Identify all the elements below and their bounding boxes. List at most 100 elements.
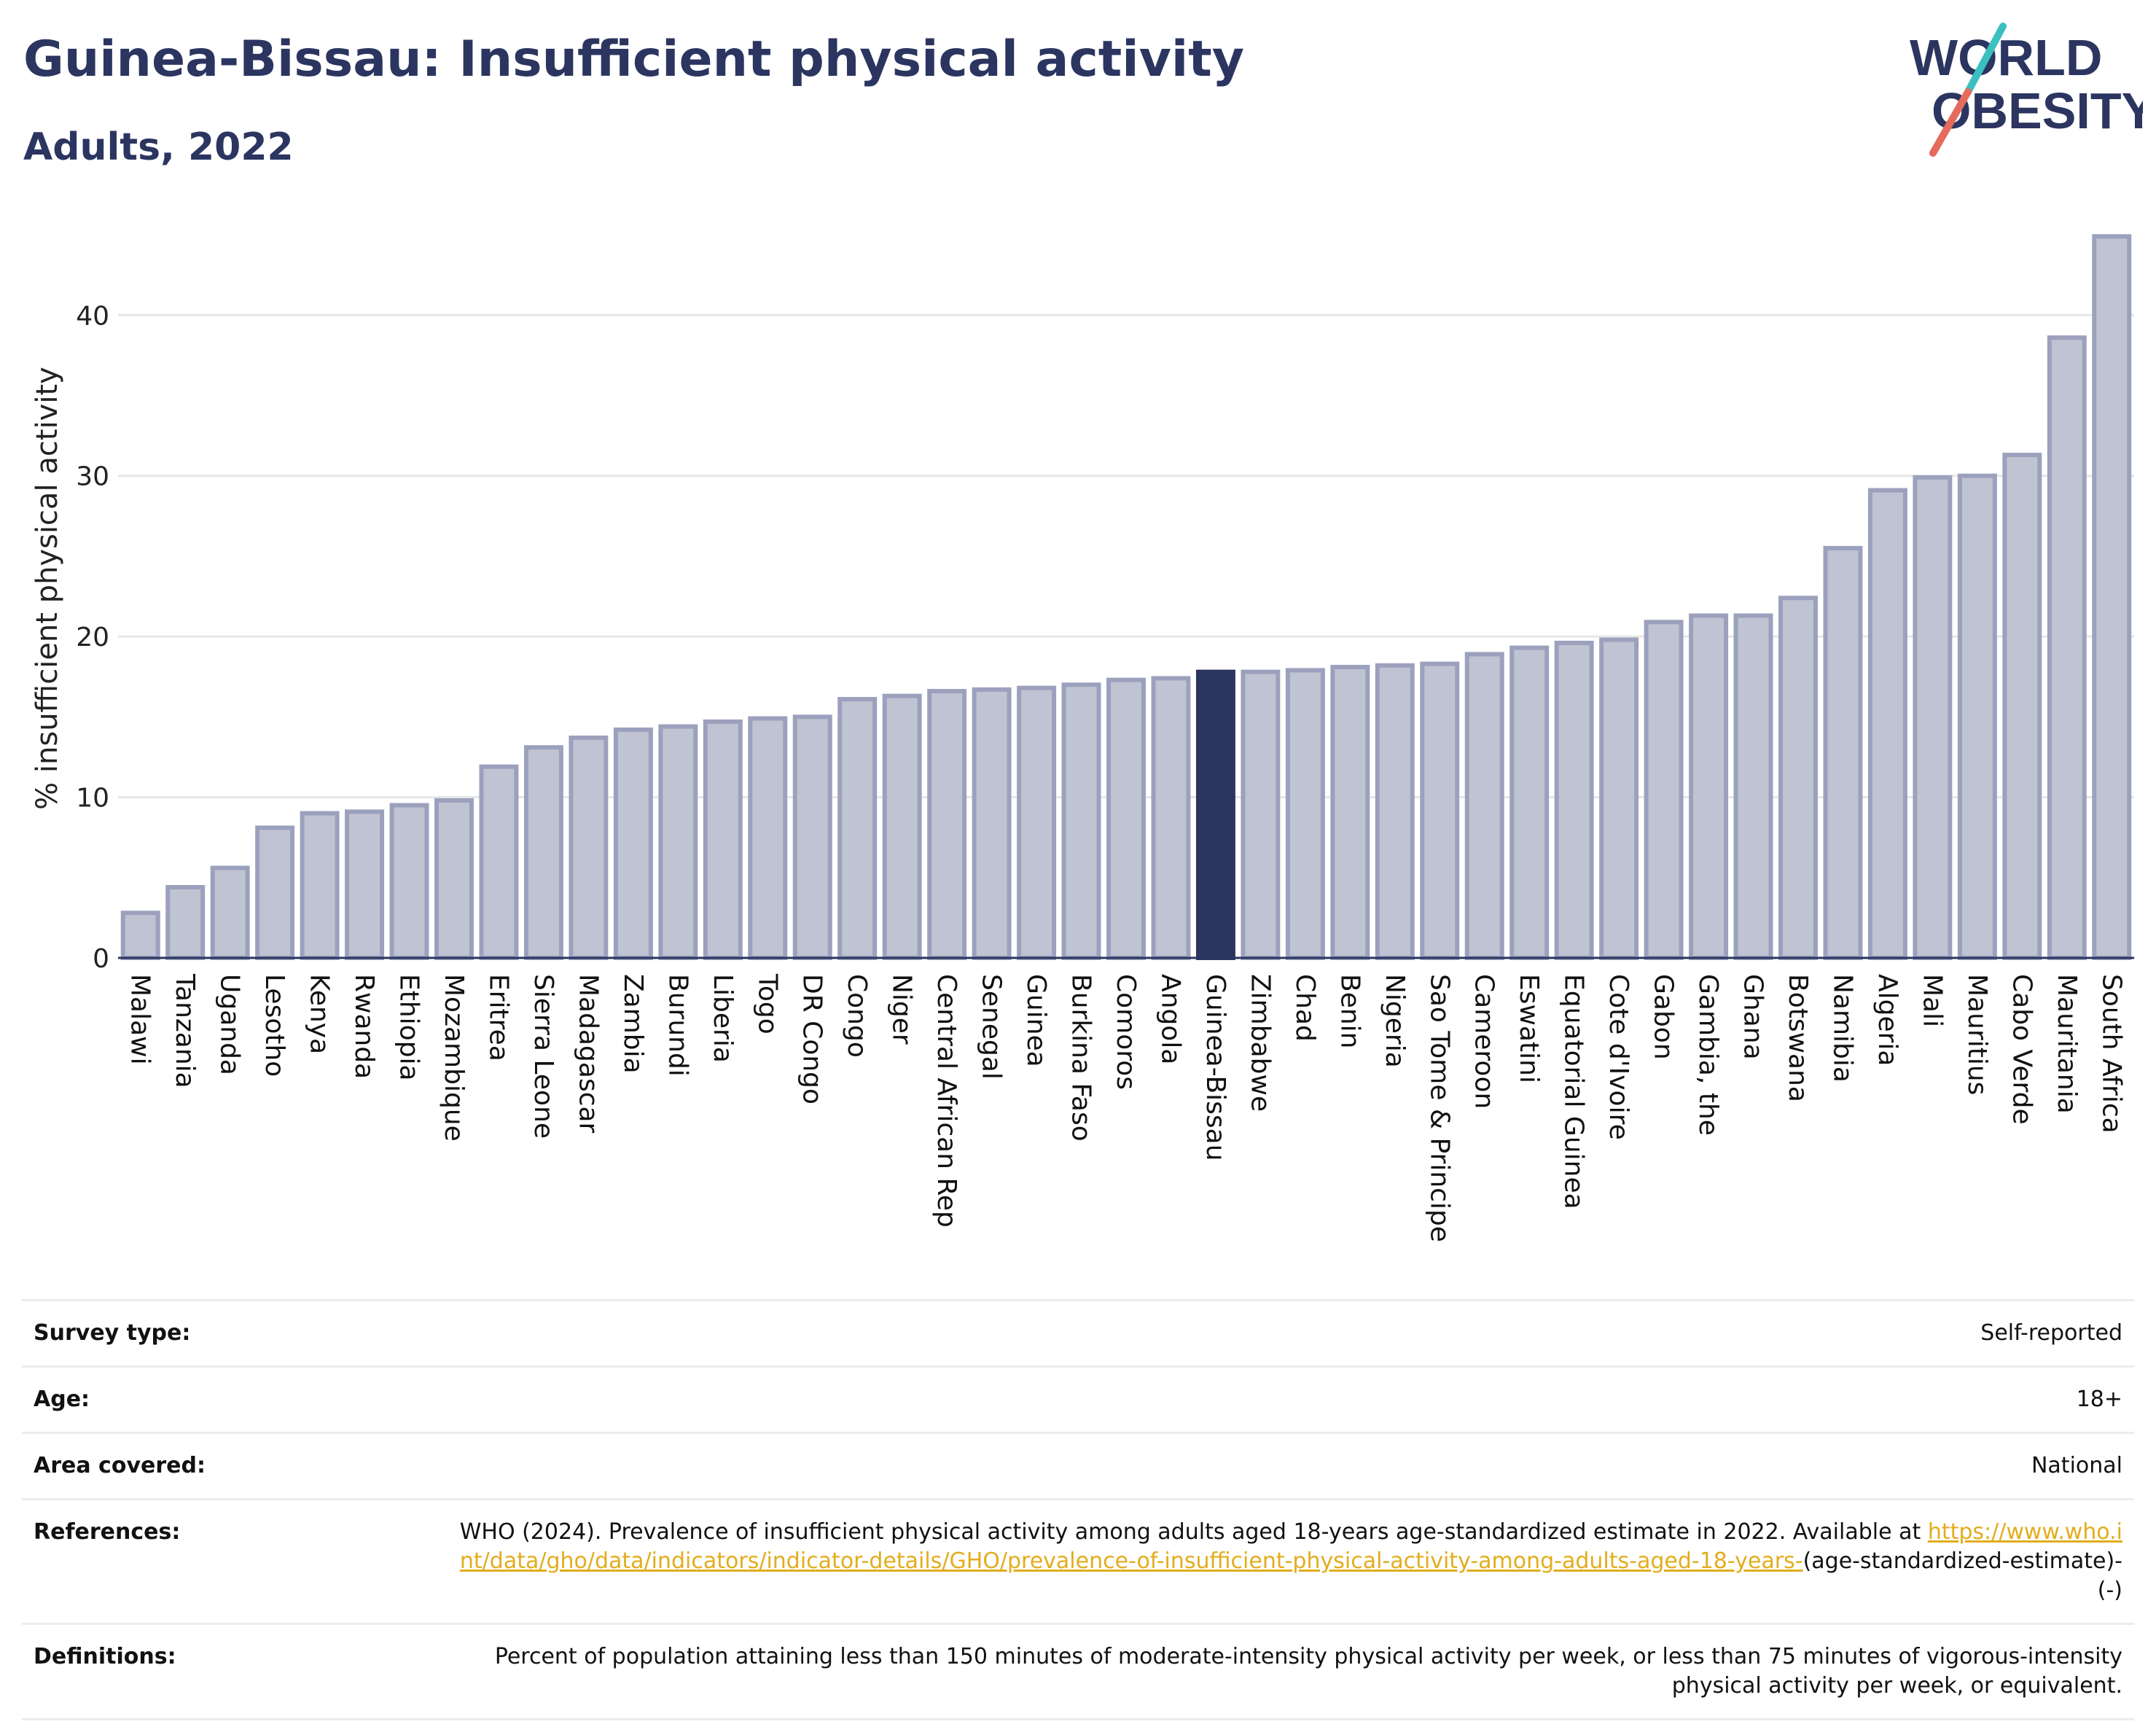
meta-row-age: Age: 18+ bbox=[22, 1365, 2134, 1432]
y-tick-label: 0 bbox=[93, 944, 109, 974]
x-tick-label: Mozambique bbox=[439, 974, 469, 1142]
bar bbox=[1330, 665, 1370, 961]
x-tick-label: Lesotho bbox=[259, 974, 289, 1077]
x-tick-label: Kenya bbox=[305, 974, 335, 1054]
x-tick-label: Eswatini bbox=[1514, 974, 1544, 1083]
bar bbox=[1913, 475, 1953, 960]
x-tick-label: Togo bbox=[752, 973, 782, 1034]
y-tick-label: 20 bbox=[76, 623, 109, 652]
x-tick-label: Rwanda bbox=[349, 974, 379, 1079]
x-tick-label: Chad bbox=[1290, 974, 1320, 1042]
definitions-value: Percent of population attaining less tha… bbox=[494, 1644, 2122, 1699]
x-tick-label: Sao Tome & Principe bbox=[1424, 974, 1454, 1242]
bar bbox=[434, 798, 474, 961]
bar bbox=[837, 697, 878, 960]
age-label: Age: bbox=[34, 1387, 90, 1412]
x-tick-label: Madagascar bbox=[573, 974, 603, 1134]
bar bbox=[2047, 335, 2087, 960]
x-tick-label: Benin bbox=[1335, 974, 1364, 1048]
bar bbox=[1823, 545, 1863, 960]
bar bbox=[1061, 682, 1101, 960]
references-link[interactable]: https://www.who.int/data/gho/data/indica… bbox=[459, 1519, 2122, 1574]
x-tick-label: Burkina Faso bbox=[1066, 974, 1096, 1142]
bar bbox=[1778, 596, 1818, 960]
x-tick-label: Nigeria bbox=[1380, 974, 1410, 1068]
meta-row-survey-type: Survey type: Self-reported bbox=[22, 1299, 2134, 1365]
bar bbox=[1644, 620, 1684, 961]
references-text: WHO (2024). Prevalence of insufficient p… bbox=[459, 1519, 1921, 1545]
x-tick-label: Namibia bbox=[1827, 974, 1857, 1083]
meta-row-area: Area covered: National bbox=[22, 1432, 2134, 1498]
x-tick-label: Gambia, the bbox=[1693, 974, 1723, 1136]
bar bbox=[748, 716, 788, 960]
x-tick-label: Liberia bbox=[708, 974, 738, 1063]
bar bbox=[210, 865, 250, 960]
x-tick-label: Ethiopia bbox=[394, 974, 424, 1081]
references-label: References: bbox=[34, 1519, 181, 1545]
bar bbox=[1509, 645, 1550, 960]
survey-type-label: Survey type: bbox=[34, 1320, 191, 1346]
bar bbox=[658, 724, 698, 960]
bar bbox=[1867, 488, 1907, 960]
bar bbox=[345, 809, 385, 961]
bar bbox=[613, 727, 653, 960]
x-tick-label: Algeria bbox=[1872, 974, 1902, 1067]
x-tick-label: Cote d'Ivoire bbox=[1604, 974, 1633, 1140]
x-tick-label: Central African Rep bbox=[931, 974, 961, 1228]
bar bbox=[1420, 661, 1460, 961]
meta-row-definitions: Definitions: Percent of population attai… bbox=[22, 1623, 2134, 1720]
bar bbox=[389, 803, 429, 961]
x-tick-label: Guinea-Bissau bbox=[1200, 974, 1230, 1161]
bar bbox=[1957, 473, 1997, 960]
x-tick-label: Botswana bbox=[1783, 974, 1813, 1102]
y-tick-label: 10 bbox=[76, 784, 109, 814]
x-tick-label: Burundi bbox=[663, 974, 692, 1077]
meta-row-references: References: WHO (2024). Prevalence of in… bbox=[22, 1498, 2134, 1623]
chart-title: Guinea-Bissau: Insufficient physical act… bbox=[23, 31, 1245, 88]
bar bbox=[792, 714, 832, 960]
x-tick-label: Mauritania bbox=[2052, 974, 2082, 1114]
bar bbox=[300, 811, 340, 961]
x-tick-label: Mali bbox=[1917, 974, 1947, 1027]
logo-slash-top bbox=[1964, 23, 2007, 95]
x-tick-label: Zimbabwe bbox=[1245, 974, 1275, 1112]
x-tick-label: DR Congo bbox=[797, 974, 827, 1104]
y-tick-label: 40 bbox=[76, 301, 109, 331]
bar bbox=[972, 687, 1012, 960]
y-axis-label: % insufficient physical activity bbox=[31, 367, 64, 810]
bar bbox=[2002, 453, 2042, 960]
x-tick-label: Ghana bbox=[1738, 974, 1768, 1060]
x-tick-label: Mauritius bbox=[1962, 974, 1992, 1095]
x-tick-label: Eritrea bbox=[483, 974, 513, 1061]
logo-slash-bottom bbox=[1929, 88, 1972, 157]
age-value: 18+ bbox=[2076, 1387, 2122, 1412]
bar bbox=[1017, 685, 1057, 960]
bar bbox=[1689, 613, 1729, 961]
bar bbox=[479, 764, 519, 960]
x-tick-label: Malawi bbox=[125, 974, 155, 1065]
area-value: National bbox=[2031, 1453, 2122, 1478]
world-obesity-logo: WORLD OBESITY bbox=[1910, 23, 2143, 157]
bar bbox=[1733, 613, 1773, 961]
bar bbox=[1285, 668, 1325, 960]
x-tick-label: Cameroon bbox=[1469, 974, 1499, 1109]
bar bbox=[120, 911, 160, 960]
bar bbox=[2092, 234, 2132, 961]
references-suffix: (age-standardized-estimate)-(-) bbox=[1802, 1548, 2122, 1603]
bar bbox=[882, 693, 922, 960]
x-tick-label: Comoros bbox=[1111, 974, 1141, 1090]
logo-line1: WORLD bbox=[1910, 29, 2102, 86]
x-tick-label: South Africa bbox=[2096, 974, 2126, 1134]
bar bbox=[1375, 663, 1415, 961]
x-tick-label: Tanzania bbox=[170, 973, 200, 1088]
metadata-table: Survey type: Self-reported Age: 18+ Area… bbox=[22, 1299, 2134, 1720]
bar bbox=[1151, 676, 1191, 960]
bar bbox=[255, 825, 295, 960]
bar bbox=[1464, 652, 1504, 960]
area-label: Area covered: bbox=[34, 1453, 206, 1478]
bar bbox=[165, 885, 206, 960]
bar bbox=[523, 745, 563, 960]
x-tick-label: Gabon bbox=[1649, 974, 1679, 1060]
x-tick-label: Senegal bbox=[977, 974, 1007, 1080]
bar-chart: 0 10 20 30 40 % insufficient physical activit… bbox=[31, 234, 2134, 1242]
